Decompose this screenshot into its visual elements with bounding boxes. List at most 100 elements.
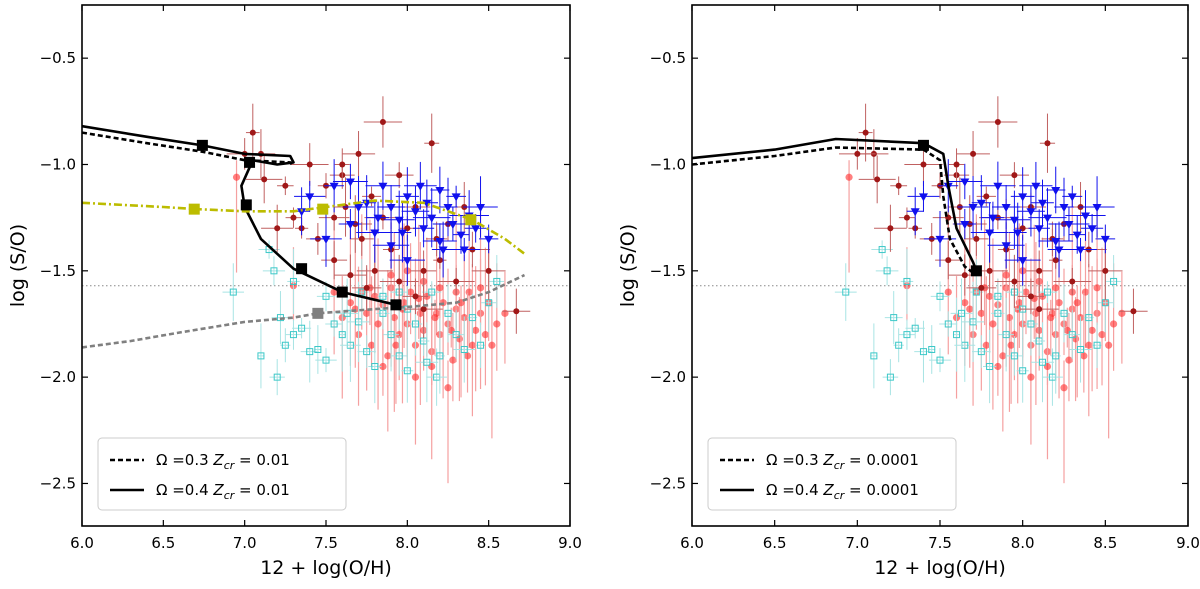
- panel2-model-marker: [917, 139, 929, 151]
- panel1-legend-label: Ω =0.3 Zcr = 0.01: [156, 451, 290, 472]
- left-panel: 6.0 6.5 7.0 7.5 8.0 8.5 9.0 −0.5 −1.0 −1.5 −2.0 −2.…: [7, 4, 582, 579]
- panel1-darkred-point: [261, 176, 268, 183]
- panel1-blue-point: [321, 235, 331, 244]
- right-panel: 6.0 6.5 7.0 7.5 8.0 8.5 9.0 −0.5 −1.0 −1.5 −2.0 −2.…: [617, 4, 1200, 579]
- panel1-darkred-point: [282, 182, 289, 189]
- panel1-red-point: [476, 284, 485, 292]
- panel1-darkred-point: [306, 161, 313, 168]
- panel1-blue-point: [345, 221, 355, 230]
- panel2-blue-point: [968, 204, 978, 213]
- panel2-red-point: [1093, 284, 1101, 292]
- panel1-blue-point: [438, 246, 448, 255]
- panel2-red-point: [1055, 299, 1063, 307]
- panel2-cyan-point: [957, 309, 965, 317]
- panel2-cyan-point: [1085, 314, 1093, 322]
- panel2-cyan-point: [1077, 345, 1085, 353]
- panel1-darkred-point: [371, 267, 378, 274]
- panel1-blue-point: [386, 242, 396, 251]
- panel2-blue-point: [960, 178, 970, 187]
- panel1-darkred-point: [453, 278, 460, 285]
- panel2-x-tick-label: 9.0: [1176, 534, 1200, 552]
- panel1-model-curve: [82, 273, 526, 349]
- panel2-darkred-point: [1036, 267, 1043, 274]
- panel2-blue-point: [1087, 225, 1097, 234]
- panel2-blue-point: [918, 193, 928, 202]
- panel2-legend-label-suffix: = 0.0001: [844, 481, 919, 499]
- panel2-darkred-point: [983, 193, 990, 200]
- panel1-cyan-point: [322, 292, 330, 300]
- panel1-cyan-point: [403, 367, 411, 375]
- panel2-darkred-point: [895, 182, 902, 189]
- panel1-legend-label-sub: cr: [224, 489, 236, 502]
- panel2-darkred-point: [1036, 306, 1043, 313]
- panel2-red-point: [1073, 299, 1081, 307]
- panel2-cyan-point: [886, 373, 894, 381]
- panel1-cyan-point: [298, 324, 306, 332]
- panel2-blue-point: [910, 208, 920, 217]
- panel2-cyan-point: [928, 345, 936, 353]
- panel1-darkred-point: [290, 214, 297, 221]
- panel2-blue-point: [985, 229, 995, 238]
- panel2-x-tick-label: 7.0: [845, 534, 869, 552]
- panel2-cyan-point: [903, 331, 911, 339]
- panel2-x-tick-label: 7.5: [928, 534, 952, 552]
- panel2-red-point: [1098, 331, 1106, 339]
- panel1-cyan-point: [289, 331, 297, 339]
- panel1-blue-point: [448, 221, 458, 230]
- panel2-red-point: [1060, 384, 1068, 392]
- panel1-cyan-point: [477, 341, 485, 349]
- panel2-cyan-point: [936, 292, 944, 300]
- panel1-red-point: [481, 331, 490, 339]
- panel1-cyan-point: [330, 320, 338, 328]
- panel1-model-marker: [240, 199, 252, 211]
- panel1-darkred-point: [513, 308, 520, 315]
- panel1-model-marker: [465, 214, 477, 226]
- panel1-cyan-point: [289, 277, 297, 285]
- panel1-red-point: [406, 288, 415, 296]
- panel2-model-curve: [692, 137, 978, 272]
- panel1-cyan-point: [468, 314, 476, 322]
- panel1-red-point: [493, 320, 501, 328]
- panel1-darkred-point: [274, 225, 281, 232]
- panel1-blue-point: [370, 229, 380, 238]
- panel2-red-point: [1063, 326, 1071, 334]
- panel2-legend-label-prefix: Ω =0.3: [766, 451, 823, 469]
- panel1-red-point: [374, 320, 382, 328]
- panel1-darkred-point: [420, 267, 427, 274]
- panel2-darkred-point: [1027, 293, 1034, 300]
- panel2-darkred-point: [970, 150, 977, 157]
- panel1-plot-area: [82, 96, 570, 484]
- panel2-blue-point: [976, 199, 986, 208]
- panel2-model-marker: [970, 265, 982, 277]
- panel2-blue-point: [1013, 229, 1023, 238]
- panel1-legend-label-suffix: = 0.01: [234, 451, 290, 469]
- panel1-legend-label-prefix: Ω =0.4: [156, 481, 213, 499]
- panel1-blue-point: [305, 193, 315, 202]
- panel2-blue-point: [1059, 204, 1069, 213]
- panel2-model-curve: [692, 146, 978, 277]
- panel2-red-point: [1027, 373, 1035, 381]
- panel1-legend-label: Ω =0.4 Zcr = 0.01: [156, 481, 290, 502]
- panel1-cyan-point: [387, 331, 395, 339]
- panel2-red-point: [944, 288, 952, 296]
- panel2-cyan-point: [972, 288, 980, 296]
- panel2-cyan-point: [1068, 331, 1076, 339]
- panel1-red-point: [384, 352, 392, 360]
- panel2-blue-point: [1064, 221, 1074, 230]
- panel1-cyan-point: [444, 309, 452, 317]
- panel2-blue-point: [1076, 246, 1086, 255]
- panel1-model-marker: [390, 299, 402, 311]
- panel1-blue-point: [397, 229, 407, 238]
- panel2-red-point: [845, 173, 853, 181]
- panel1-blue-point: [471, 225, 481, 234]
- panel1-blue-point: [415, 182, 425, 191]
- panel1-blue-point: [354, 204, 364, 213]
- panel1-cyan-point: [395, 352, 403, 360]
- panel1-darkred-point: [249, 129, 256, 136]
- panel2-red-point: [1052, 284, 1060, 292]
- panel1-legend-label-sub: cr: [224, 459, 236, 472]
- panel1-blue-point: [435, 238, 445, 247]
- panel2-red-point: [961, 299, 969, 307]
- panel1-darkred-point: [420, 306, 427, 313]
- panel1-x-tick-label: 7.0: [233, 534, 257, 552]
